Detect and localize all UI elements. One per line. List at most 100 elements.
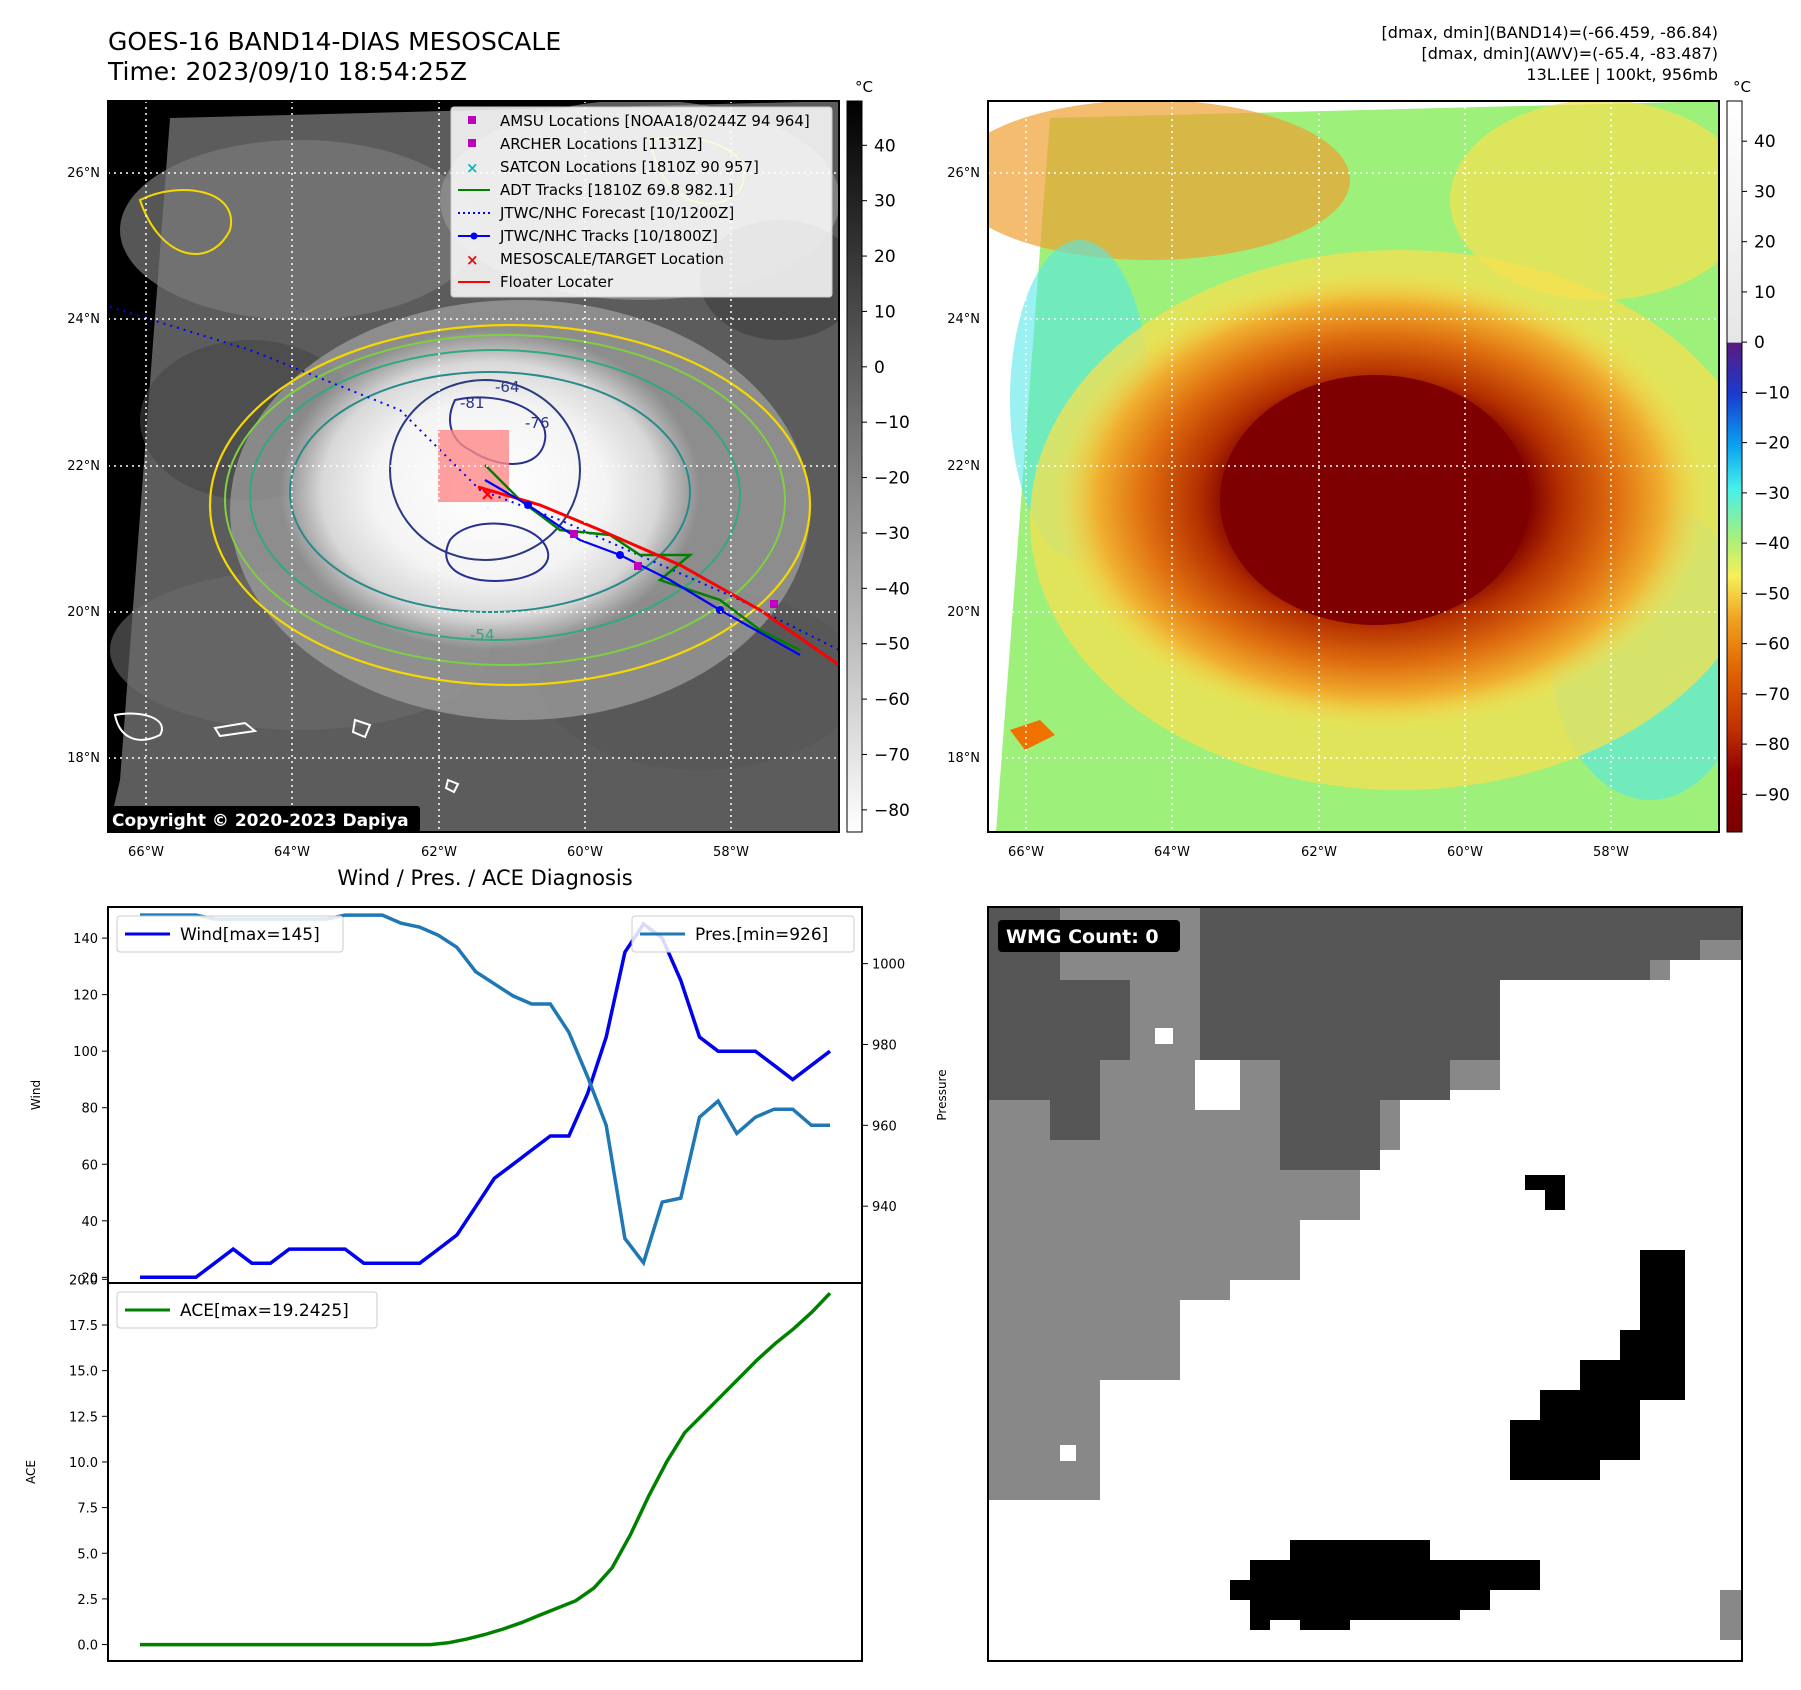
awv-lat-label: 20°N	[947, 605, 980, 620]
pressure-axis-tick: 980	[872, 1038, 897, 1053]
wind-axis-tick: 20	[81, 1271, 98, 1286]
awv-colorbar-tick: 40	[1754, 132, 1776, 152]
ir-lon-label: 60°W	[567, 845, 603, 860]
pressure-axis-tick: 940	[872, 1200, 897, 1215]
ir-lat-label: 20°N	[67, 605, 100, 620]
wind-legend: Wind[max=145]	[116, 915, 344, 953]
awv-lat-label: 18°N	[947, 751, 980, 766]
awv-lat-label: 22°N	[947, 459, 980, 474]
ace-axis-tick: 20.0	[69, 1273, 98, 1288]
awv-colorbar-tick: 10	[1754, 283, 1776, 303]
pressure-axis-tick: 960	[872, 1119, 897, 1134]
ace-ylabel: ACE	[24, 1460, 38, 1484]
ir-colorbar: °C 40 30 20 10 0 −10 −20 −30 −40 −50 −60 −70 −80	[846, 78, 910, 833]
awv-colorbar-tick: 0	[1754, 333, 1765, 353]
mesoscale-target-box	[438, 430, 509, 502]
ir-colorbar-tick: 10	[874, 302, 896, 322]
ace-axis-tick: 12.5	[69, 1410, 98, 1425]
svg-text:×: ×	[480, 484, 495, 505]
awv-colorbar-tick: 20	[1754, 233, 1776, 253]
awv-map-panel: 66°W 64°W 62°W 60°W 58°W 26°N 24°N 22°N …	[947, 100, 1720, 860]
wind-series-line	[140, 921, 832, 1280]
ir-lon-label: 66°W	[128, 845, 164, 860]
copyright-label: Copyright © 2020-2023 Dapiya	[112, 811, 409, 831]
awv-colorbar-tick: −40	[1754, 534, 1790, 554]
wind-axis-tick: 40	[81, 1215, 98, 1230]
ir-colorbar-tick: 40	[874, 136, 896, 156]
figure-title-line1: GOES-16 BAND14-DIAS MESOSCALE	[108, 27, 561, 56]
ace-legend-label: ACE[max=19.2425]	[180, 1301, 349, 1321]
awv-lon-label: 66°W	[1008, 845, 1044, 860]
awv-colorbar-tick: −60	[1754, 635, 1790, 655]
contour-label-81: -81	[460, 394, 485, 412]
ace-axis-tick: 17.5	[69, 1319, 98, 1334]
awv-lon-label: 62°W	[1301, 845, 1337, 860]
ir-lat-label: 22°N	[67, 459, 100, 474]
ir-colorbar-tick: −80	[874, 801, 910, 821]
awv-colorbar-tick: −50	[1754, 584, 1790, 604]
wmg-panel: WMG Count: 0	[987, 906, 1743, 1662]
ir-colorbar-tick: −50	[874, 635, 910, 655]
ir-colorbar-tick: 20	[874, 247, 896, 267]
diagnosis-title: Wind / Pres. / ACE Diagnosis	[337, 866, 632, 890]
awv-colorbar-tick: −90	[1754, 785, 1790, 805]
ace-axis-tick: 7.5	[77, 1502, 98, 1517]
awv-colorbar-tick: −80	[1754, 735, 1790, 755]
svg-text:×: ×	[466, 159, 479, 177]
ace-axes	[107, 1282, 863, 1662]
ir-colorbar-tick: −70	[874, 745, 910, 765]
info-line1: [dmax, dmin](BAND14)=(-66.459, -86.84)	[1382, 23, 1718, 42]
wind-axis-tick: 140	[73, 932, 98, 947]
awv-lon-label: 64°W	[1154, 845, 1190, 860]
legend-adt: ADT Tracks [1810Z 69.8 982.1]	[500, 181, 734, 199]
wind-axis-tick: 60	[81, 1158, 98, 1173]
ir-lat-label: 18°N	[67, 751, 100, 766]
adt-track	[484, 464, 801, 652]
forecast-track	[109, 306, 839, 651]
ace-axis-tick: 5.0	[77, 1547, 98, 1562]
ir-colorbar-tick: 0	[874, 358, 885, 378]
legend-floater: Floater Locater	[500, 273, 614, 291]
awv-colorbar-tick: −70	[1754, 685, 1790, 705]
awv-colorbar: °C 40 30 20 10 0 −10 −20 −30 −40 −50 −60 −70 −80 −90	[1726, 78, 1790, 833]
awv-lon-label: 60°W	[1447, 845, 1483, 860]
info-line2: [dmax, dmin](AWV)=(-65.4, -83.487)	[1421, 44, 1718, 63]
diagnosis-panel: Wind / Pres. / ACE Diagnosis 20 40 60 80 100…	[24, 866, 949, 1662]
legend-satcon: SATCON Locations [1810Z 90 957]	[500, 158, 759, 176]
ir-lon-label: 58°W	[713, 845, 749, 860]
wmg-count-label: WMG Count: 0	[1006, 926, 1159, 948]
legend-best-track: JTWC/NHC Tracks [10/1800Z]	[499, 227, 718, 245]
wind-legend-label: Wind[max=145]	[180, 925, 320, 945]
pressure-legend: Pres.[min=926]	[631, 915, 855, 953]
ir-colorbar-tick: −20	[874, 469, 910, 489]
ace-axis-tick: 0.0	[77, 1639, 98, 1654]
ace-legend: ACE[max=19.2425]	[116, 1291, 378, 1329]
wind-axis-tick: 120	[73, 989, 98, 1004]
legend-mesoscale: MESOSCALE/TARGET Location	[500, 250, 724, 268]
ir-colorbar-tick: 30	[874, 192, 896, 212]
ir-colorbar-tick: −60	[874, 690, 910, 710]
info-line3: 13L.LEE | 100kt, 956mb	[1526, 65, 1718, 84]
ace-series-line	[140, 1291, 832, 1647]
awv-colorbar-tick: −10	[1754, 383, 1790, 403]
wind-ylabel: Wind	[29, 1080, 43, 1110]
legend-forecast: JTWC/NHC Forecast [10/1200Z]	[499, 204, 734, 222]
svg-text:×: ×	[466, 251, 479, 269]
contour-label-54: -54	[470, 626, 495, 644]
ir-colorbar-tick: −10	[874, 413, 910, 433]
awv-colorbar-tick: 30	[1754, 182, 1776, 202]
awv-lon-label: 58°W	[1593, 845, 1629, 860]
ir-colorbar-tick: −30	[874, 524, 910, 544]
ir-lon-label: 62°W	[421, 845, 457, 860]
wind-axis-tick: 80	[81, 1102, 98, 1117]
ir-map-panel: -81 -64 -76 -54 ×	[67, 100, 840, 860]
ace-axis-tick: 10.0	[69, 1456, 98, 1471]
ir-lon-label: 64°W	[274, 845, 310, 860]
ir-lat-label: 24°N	[67, 312, 100, 327]
pressure-axis-tick: 1000	[872, 958, 905, 973]
ir-legend: AMSU Locations [NOAA18/0244Z 94 964] ARC…	[450, 106, 833, 298]
pressure-legend-label: Pres.[min=926]	[695, 925, 828, 945]
wind-axis-tick: 100	[73, 1045, 98, 1060]
contour-label-76: -76	[525, 414, 550, 432]
